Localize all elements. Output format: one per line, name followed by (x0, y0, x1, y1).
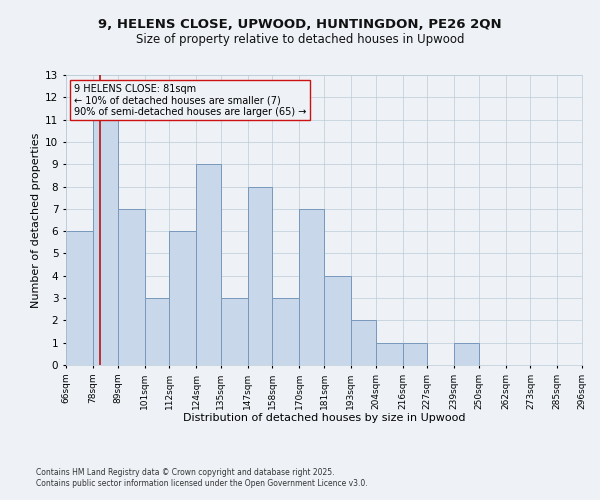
Bar (351, 320, 376, 365)
Bar (403, 342, 427, 365)
Bar (196, 164, 221, 365)
Text: 9, HELENS CLOSE, UPWOOD, HUNTINGDON, PE26 2QN: 9, HELENS CLOSE, UPWOOD, HUNTINGDON, PE2… (98, 18, 502, 30)
Bar (118, 209, 145, 365)
Bar (272, 298, 299, 365)
Text: Contains HM Land Registry data © Crown copyright and database right 2025.
Contai: Contains HM Land Registry data © Crown c… (36, 468, 368, 487)
Bar (145, 298, 169, 365)
Text: Size of property relative to detached houses in Upwood: Size of property relative to detached ho… (136, 32, 464, 46)
Bar (66, 231, 93, 365)
Bar (248, 186, 272, 365)
X-axis label: Distribution of detached houses by size in Upwood: Distribution of detached houses by size … (183, 413, 465, 423)
Bar (324, 276, 351, 365)
Bar (169, 231, 196, 365)
Bar (454, 342, 479, 365)
Bar (93, 120, 118, 365)
Bar (376, 342, 403, 365)
Bar (221, 298, 248, 365)
Bar (299, 209, 324, 365)
Text: 9 HELENS CLOSE: 81sqm
← 10% of detached houses are smaller (7)
90% of semi-detac: 9 HELENS CLOSE: 81sqm ← 10% of detached … (74, 84, 306, 117)
Y-axis label: Number of detached properties: Number of detached properties (31, 132, 41, 308)
